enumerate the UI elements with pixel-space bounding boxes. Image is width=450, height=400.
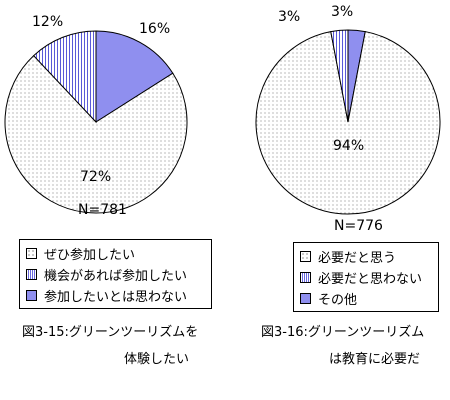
- legend-swatch-blue: [26, 290, 37, 301]
- legend-swatch-dots: [300, 251, 311, 262]
- legend-swatch-stripe: [300, 272, 311, 283]
- legend-2: 必要だと思う 必要だと思わない その他: [293, 242, 439, 312]
- legend-1-item: ぜひ参加したい: [26, 243, 205, 264]
- legend-swatch-stripe: [26, 269, 37, 280]
- legend-swatch-dots: [26, 248, 37, 259]
- pie-chart-2: [255, 29, 441, 215]
- legend-swatch-blue: [300, 293, 311, 304]
- legend-1: ぜひ参加したい 機会があれば参加したい 参加したいとは思わない: [19, 239, 212, 309]
- pie2-label-94: 94%: [333, 138, 365, 154]
- pie2-slice-2: [330, 29, 349, 123]
- pie1-slice-1: [4, 54, 188, 214]
- legend-1-item: 機会があれば参加したい: [26, 264, 205, 285]
- caption-1-line-2: 体験したい: [124, 352, 190, 367]
- pie1-label-12: 12%: [32, 14, 64, 30]
- legend-2-label-2: 必要だと思わない: [318, 272, 423, 287]
- pie1-slice-3: [95, 30, 174, 123]
- legend-1-label-2: 機会があれば参加したい: [44, 269, 188, 284]
- legend-2-label-3: その他: [318, 293, 358, 308]
- legend-2-label-1: 必要だと思う: [318, 251, 397, 266]
- pie2-slice-1: [255, 31, 441, 215]
- legend-1-item: 参加したいとは思わない: [26, 285, 205, 306]
- legend-2-item: その他: [300, 288, 432, 309]
- pie1-label-16: 16%: [139, 21, 171, 37]
- legend-2-item: 必要だと思わない: [300, 267, 432, 288]
- legend-1-label-3: 参加したいとは思わない: [44, 290, 188, 305]
- legend-2-item: 必要だと思う: [300, 246, 432, 267]
- pie2-label-3b: 3%: [331, 4, 354, 20]
- pie1-n-label: N=781: [78, 202, 127, 218]
- caption-2-line-1: 図3-16:グリーンツーリズム: [261, 325, 425, 340]
- pie2-label-3a: 3%: [278, 9, 301, 25]
- pie1-slice-2: [32, 30, 97, 124]
- caption-1-line-1: 図3-15:グリーンツーリズムを: [22, 325, 199, 340]
- pie1-label-72: 72%: [80, 169, 112, 185]
- pie2-n-label: N=776: [334, 218, 383, 234]
- legend-1-label-1: ぜひ参加したい: [44, 248, 136, 263]
- pie-chart-1: [4, 30, 188, 214]
- caption-2-line-2: は教育に必要だ: [329, 352, 421, 367]
